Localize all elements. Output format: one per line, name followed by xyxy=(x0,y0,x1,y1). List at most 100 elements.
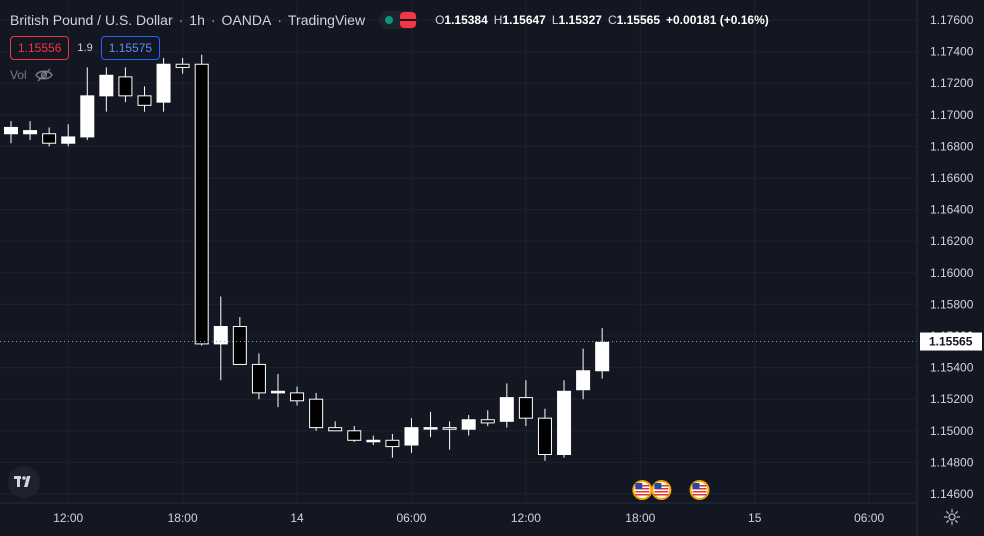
candles[interactable] xyxy=(4,54,610,461)
time-tick-label: 06:00 xyxy=(854,511,884,525)
candle[interactable] xyxy=(385,433,400,458)
volume-label: Vol xyxy=(10,68,27,82)
bid-ask-widget: 1.15556 1.9 1.15575 xyxy=(10,36,161,60)
candle[interactable] xyxy=(328,421,343,432)
us-flag-icon[interactable] xyxy=(632,480,653,500)
candle[interactable] xyxy=(99,67,114,112)
candle-body xyxy=(499,397,514,422)
time-axis[interactable]: 12:00 18:00 14 06:00 12:00 18:00 15 06:00 xyxy=(53,511,884,525)
price-tick-label: 1.17400 xyxy=(930,45,974,59)
candle[interactable] xyxy=(175,57,190,74)
symbol-name[interactable]: British Pound / U.S. Dollar xyxy=(10,12,173,28)
us-flag-icon[interactable] xyxy=(651,480,672,500)
legend-separator: · xyxy=(210,12,216,28)
sell-price-button[interactable]: 1.15556 xyxy=(10,36,70,60)
flag-canton xyxy=(692,483,700,489)
candle[interactable] xyxy=(461,415,476,436)
eye-off-icon[interactable] xyxy=(34,68,53,82)
candle[interactable] xyxy=(251,353,266,400)
candle[interactable] xyxy=(595,328,610,379)
candle-body xyxy=(270,390,285,394)
close-label: C xyxy=(607,13,617,27)
candle[interactable] xyxy=(23,121,38,141)
candle[interactable] xyxy=(499,383,514,428)
candle[interactable] xyxy=(537,408,552,461)
candle-body xyxy=(557,390,572,455)
candle[interactable] xyxy=(518,380,533,427)
candle[interactable] xyxy=(480,410,495,427)
candle[interactable] xyxy=(232,317,247,365)
interval-label[interactable]: 1h xyxy=(189,12,205,28)
candle-body xyxy=(137,95,152,106)
candle-body xyxy=(23,130,38,135)
time-tick-label: 18:00 xyxy=(625,511,655,525)
candle-body xyxy=(366,439,381,443)
spread-value: 1.9 xyxy=(77,42,93,54)
time-tick-label: 14 xyxy=(290,511,304,525)
ohlc-values: O1.15384 H1.15647 L1.15327 C1.15565 +0.0… xyxy=(435,13,769,27)
candle-body xyxy=(423,427,438,430)
last-price-value: 1.15565 xyxy=(929,335,973,349)
candle[interactable] xyxy=(156,57,171,112)
time-tick-label: 06:00 xyxy=(396,511,426,525)
buy-price-button[interactable]: 1.15575 xyxy=(100,36,161,60)
flag-stripe xyxy=(692,494,707,496)
us-flag-icon[interactable] xyxy=(689,480,710,500)
market-open-dot-icon xyxy=(385,16,394,24)
candle[interactable] xyxy=(290,386,305,406)
price-tick-label: 1.17200 xyxy=(930,76,974,90)
candle[interactable] xyxy=(576,348,591,400)
candle-body xyxy=(42,133,57,144)
candle[interactable] xyxy=(137,86,152,112)
candle[interactable] xyxy=(118,67,133,103)
price-tick-label: 1.14800 xyxy=(930,455,974,469)
candle-body xyxy=(309,398,324,429)
candle-body xyxy=(480,419,495,424)
flag-stripe xyxy=(692,491,707,493)
candle-body xyxy=(80,95,95,138)
market-status[interactable] xyxy=(379,11,418,29)
price-axis[interactable]: 1.146001.148001.150001.152001.154001.156… xyxy=(930,13,974,501)
candle-body xyxy=(156,63,171,103)
price-tick-label: 1.16400 xyxy=(930,203,974,217)
candle-body xyxy=(461,419,476,430)
candle[interactable] xyxy=(347,426,362,442)
candle[interactable] xyxy=(80,67,95,141)
gear-icon[interactable] xyxy=(943,508,961,526)
candle[interactable] xyxy=(309,392,324,431)
candle-body xyxy=(385,439,400,448)
event-markers[interactable] xyxy=(632,480,710,500)
grid-lines xyxy=(0,0,917,503)
candle[interactable] xyxy=(194,54,209,346)
time-tick-label: 18:00 xyxy=(168,511,198,525)
candle-body xyxy=(194,63,209,345)
price-tick-label: 1.16000 xyxy=(930,266,974,280)
candle-body xyxy=(537,417,552,456)
candle[interactable] xyxy=(4,121,18,144)
candle-body xyxy=(4,126,18,135)
last-price-label: 1.15565 xyxy=(920,332,982,351)
candle[interactable] xyxy=(42,127,57,147)
candle-body xyxy=(290,392,305,402)
tradingview-logo-icon[interactable] xyxy=(8,466,40,498)
candle[interactable] xyxy=(61,124,76,147)
low-value: 1.15327 xyxy=(558,13,602,27)
candle-body xyxy=(328,427,343,432)
candle-body xyxy=(404,427,419,446)
flag-stripe xyxy=(654,494,669,496)
flag-canton xyxy=(635,483,643,489)
flag-stripe xyxy=(635,494,650,496)
candle-body xyxy=(251,363,266,394)
candle[interactable] xyxy=(213,296,228,381)
candle[interactable] xyxy=(366,435,381,446)
candle[interactable] xyxy=(423,411,438,438)
candle[interactable] xyxy=(270,373,285,408)
legend-separator: · xyxy=(178,12,184,28)
candle[interactable] xyxy=(404,418,419,453)
candle[interactable] xyxy=(442,421,457,450)
candle[interactable] xyxy=(557,380,572,458)
price-tick-label: 1.15000 xyxy=(930,424,974,438)
candle-body xyxy=(175,63,190,68)
price-tick-label: 1.14600 xyxy=(930,487,974,501)
